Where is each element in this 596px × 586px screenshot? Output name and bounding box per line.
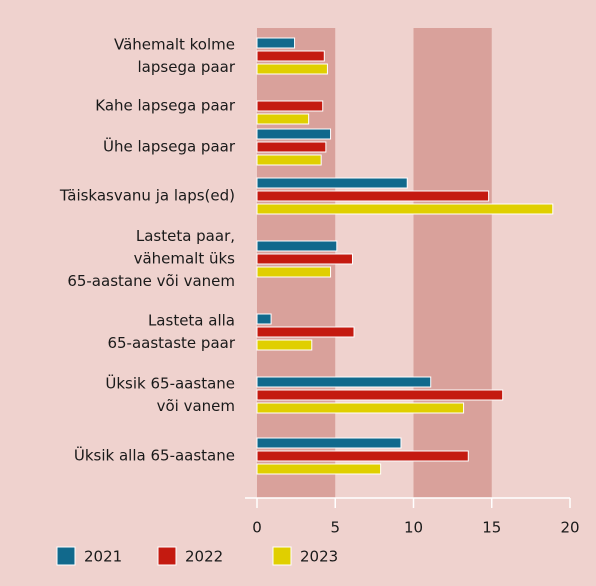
legend-label: 2022 xyxy=(185,548,223,566)
category-label: Kahe lapsega paar xyxy=(95,97,236,115)
bar xyxy=(256,128,332,140)
category-label: Üksik alla 65-aastane xyxy=(74,446,235,465)
legend-swatch xyxy=(56,546,76,566)
x-tick-label: 20 xyxy=(560,519,579,537)
category-label: lapsega paar xyxy=(138,58,236,76)
category-label: 65-aastane või vanem xyxy=(67,272,235,290)
bar xyxy=(256,253,353,265)
bar xyxy=(256,113,310,125)
category-label: Ühe lapsega paar xyxy=(103,137,236,156)
x-tick-label: 5 xyxy=(330,519,340,537)
band xyxy=(413,28,492,498)
x-tick-label: 0 xyxy=(252,519,262,537)
bar xyxy=(256,339,313,351)
bar xyxy=(256,203,554,215)
bar xyxy=(256,37,296,49)
bar xyxy=(256,463,382,475)
legend-label: 2021 xyxy=(84,548,122,566)
bar xyxy=(256,190,490,202)
bar xyxy=(256,326,355,338)
bar xyxy=(256,376,432,388)
legend-swatch xyxy=(272,546,292,566)
category-label: Täiskasvanu ja laps(ed) xyxy=(59,187,235,205)
bar xyxy=(256,63,328,75)
category-label: Vähemalt kolme xyxy=(114,35,235,53)
bar xyxy=(256,266,332,278)
legend-swatch xyxy=(157,546,177,566)
bar xyxy=(256,240,338,252)
legend-label: 2023 xyxy=(300,548,338,566)
bar xyxy=(256,100,324,112)
bar xyxy=(256,154,322,166)
category-label: 65-aastaste paar xyxy=(107,334,235,352)
category-label: vähemalt üks xyxy=(134,250,236,268)
bar xyxy=(256,313,272,325)
bar xyxy=(256,450,469,462)
bar xyxy=(256,389,504,401)
category-label: Üksik 65-aastane xyxy=(105,373,235,392)
x-tick-label: 10 xyxy=(404,519,423,537)
bar xyxy=(256,437,402,449)
category-label: või vanem xyxy=(157,397,235,415)
bar xyxy=(256,141,327,153)
category-label: Lasteta paar, xyxy=(136,227,235,245)
category-label: Lasteta alla xyxy=(148,311,235,329)
bar xyxy=(256,50,325,62)
x-tick-label: 15 xyxy=(482,519,501,537)
bar xyxy=(256,177,408,189)
bar xyxy=(256,402,465,414)
